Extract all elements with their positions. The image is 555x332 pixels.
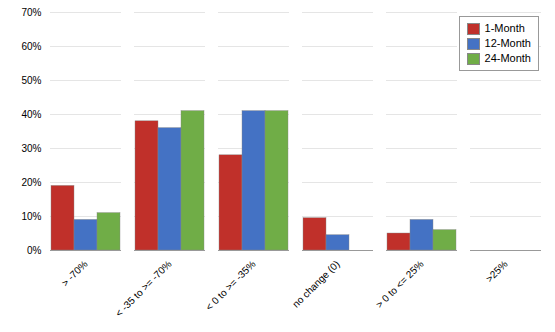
- svg-text:20%: 20%: [21, 177, 41, 188]
- svg-text:70%: 70%: [21, 7, 41, 18]
- svg-text:no change (0): no change (0): [290, 258, 341, 309]
- html-text:12-Month: 12-Month: [484, 37, 531, 49]
- svg-text:40%: 40%: [21, 109, 41, 120]
- svg-text:< 0 to >= -35%: < 0 to >= -35%: [203, 258, 257, 312]
- html-text:24-Month: 24-Month: [484, 52, 531, 64]
- svg-text:> -70%: > -70%: [59, 258, 89, 288]
- svg-text:>25%: >25%: [484, 258, 510, 284]
- html-text:1-Month: 1-Month: [484, 22, 525, 34]
- svg-text:50%: 50%: [21, 75, 41, 86]
- svg-text:30%: 30%: [21, 143, 41, 154]
- svg-text:60%: 60%: [21, 41, 41, 52]
- svg-text:0%: 0%: [27, 245, 42, 256]
- svg-text:> 0 to <= 25%: > 0 to <= 25%: [374, 258, 426, 310]
- svg-text:< -35 to >= -70%: < -35 to >= -70%: [113, 258, 174, 319]
- svg-text:10%: 10%: [21, 211, 41, 222]
